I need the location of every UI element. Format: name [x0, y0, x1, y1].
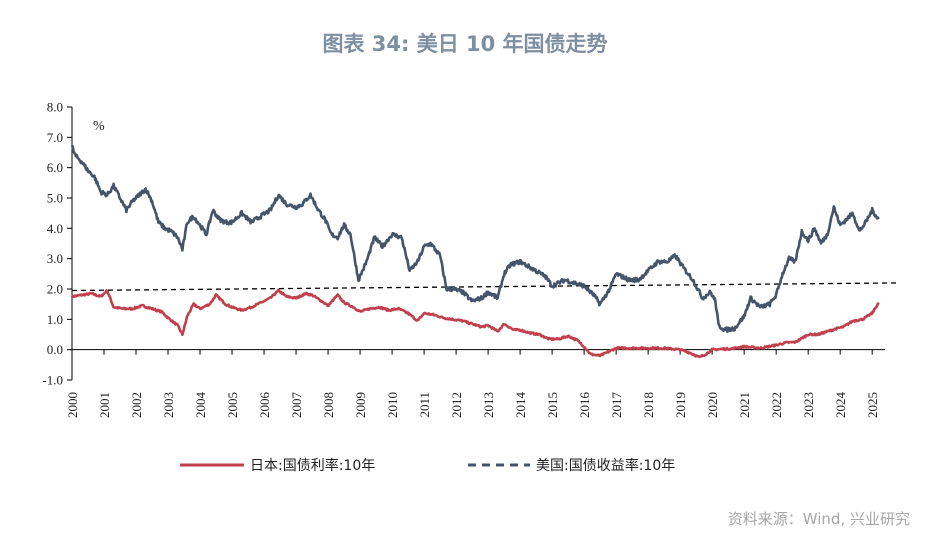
- y-tick-label: 6.0: [47, 160, 63, 175]
- y-tick-label: 5.0: [47, 191, 63, 206]
- series-line-japan: [70, 288, 880, 359]
- x-tick-label: 2018: [641, 392, 656, 418]
- y-tick-label: 8.0: [47, 100, 63, 115]
- x-tick-label: 2007: [289, 392, 304, 419]
- x-tick-label: 2016: [577, 392, 592, 419]
- y-tick-label: 0.0: [47, 342, 63, 357]
- legend-label-us: 美国:国债收益率:10年: [536, 457, 675, 474]
- x-tick-label: 2022: [769, 392, 784, 418]
- x-tick-label: 2001: [97, 392, 112, 418]
- x-tick-label: 2005: [225, 392, 240, 418]
- x-tick-label: 2017: [609, 392, 624, 419]
- x-tick-label: 2006: [257, 392, 272, 419]
- y-tick-label: 4.0: [47, 221, 63, 236]
- x-tick-label: 2014: [513, 392, 528, 419]
- x-tick-label: 2010: [385, 392, 400, 418]
- x-tick-label: 2011: [417, 392, 432, 418]
- y-tick-label: 3.0: [47, 251, 63, 266]
- x-tick-label: 2023: [801, 392, 816, 418]
- x-tick-label: 2002: [129, 392, 144, 418]
- y-tick-label: 2.0: [47, 282, 63, 297]
- y-tick-label: -1.0: [42, 373, 63, 388]
- chart-title: 图表 34: 美日 10 年国债走势: [322, 32, 608, 56]
- x-tick-label: 2004: [193, 392, 208, 419]
- y-axis-unit-label: %: [93, 119, 105, 134]
- x-tick-label: 2009: [353, 392, 368, 418]
- x-tick-label: 2019: [673, 392, 688, 418]
- source-note: 资料来源：Wind, 兴业研究: [727, 510, 910, 528]
- y-tick-label: 7.0: [47, 130, 63, 145]
- x-tick-label: 2024: [833, 392, 848, 419]
- x-tick-label: 2008: [321, 392, 336, 418]
- x-tick-label: 2000: [65, 392, 80, 418]
- x-tick-label: 2021: [737, 392, 752, 418]
- reference-line: [71, 282, 898, 292]
- x-tick-label: 2013: [481, 392, 496, 418]
- x-tick-label: 2025: [865, 392, 880, 418]
- legend-label-japan: 日本:国债利率:10年: [250, 457, 375, 474]
- x-tick-label: 2015: [545, 392, 560, 418]
- y-tick-label: 1.0: [47, 312, 63, 327]
- x-tick-label: 2003: [161, 392, 176, 418]
- x-tick-label: 2020: [705, 392, 720, 418]
- series-line-us: [70, 144, 880, 333]
- x-tick-label: 2012: [449, 392, 464, 418]
